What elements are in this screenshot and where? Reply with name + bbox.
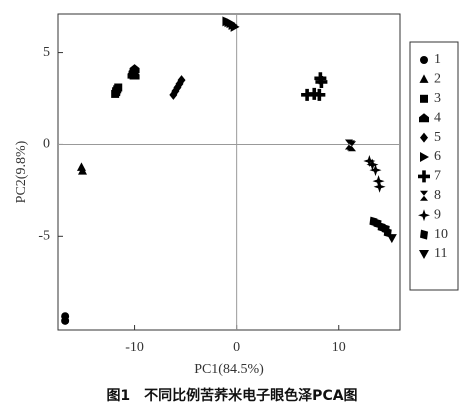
- data-point: [373, 180, 386, 193]
- y-tick-label: 0: [43, 137, 50, 152]
- plot-frame: [57, 13, 401, 331]
- legend-marker: [418, 170, 430, 183]
- legend-label: 11: [434, 246, 447, 261]
- data-point: [78, 166, 88, 175]
- legend-marker: [418, 209, 430, 222]
- data-point: [366, 158, 379, 171]
- data-point: [301, 88, 314, 101]
- y-axis-label: PC2(9.8%): [14, 140, 29, 203]
- legend-marker: [419, 74, 429, 83]
- legend-label: 7: [434, 169, 441, 184]
- x-axis-label: PC1(84.5%): [194, 362, 264, 377]
- legend-marker: [420, 229, 428, 240]
- data-point: [315, 75, 328, 88]
- x-tick-label: -10: [125, 340, 144, 355]
- data-point: [386, 234, 397, 244]
- data-point: [230, 21, 240, 32]
- legend-label: 9: [434, 207, 441, 222]
- legend-label: 3: [434, 91, 441, 106]
- legend-label: 10: [434, 227, 448, 242]
- legend-label: 1: [434, 52, 441, 67]
- legend-marker: [420, 132, 428, 143]
- figure-caption: 图1 不同比例苦荞米电子眼色泽PCA图: [106, 387, 357, 404]
- legend-label: 8: [434, 188, 441, 203]
- y-tick-label: 5: [43, 45, 50, 60]
- x-tick-label: 0: [233, 340, 240, 355]
- data-point: [177, 75, 186, 86]
- data-point: [127, 69, 138, 79]
- data-point: [372, 175, 385, 188]
- x-tick-label: 10: [332, 340, 346, 355]
- legend-marker: [419, 113, 429, 123]
- y-tick-label: -5: [38, 229, 50, 244]
- data-point: [112, 88, 121, 97]
- legend-label: 5: [434, 130, 441, 145]
- legend-marker: [420, 56, 428, 64]
- legend-label: 6: [434, 149, 441, 164]
- legend-label: 2: [434, 72, 441, 87]
- legend-marker: [420, 94, 428, 103]
- data-point: [348, 141, 357, 152]
- legend-label: 4: [434, 110, 441, 125]
- legend-marker: [420, 190, 428, 201]
- legend-marker: [420, 152, 429, 162]
- legend-marker: [419, 250, 429, 259]
- data-point: [369, 164, 382, 177]
- data-point: [61, 316, 70, 325]
- data-point: [313, 88, 326, 101]
- data-point: [363, 154, 376, 167]
- legend-box: [409, 41, 459, 291]
